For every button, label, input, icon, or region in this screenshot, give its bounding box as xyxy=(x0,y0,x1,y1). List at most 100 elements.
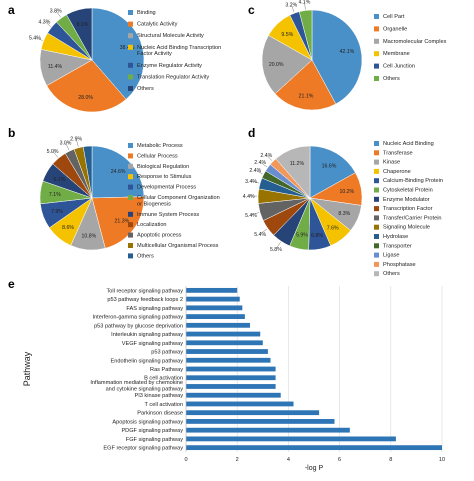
bar-endothelin-signaling-pathway xyxy=(186,358,270,363)
x-tick-label: 10 xyxy=(439,457,445,463)
legend-swatch-response-to-stimulus xyxy=(128,174,133,179)
legend-swatch-signaling-molecule xyxy=(374,225,379,230)
slice-value-label: 7.9% xyxy=(51,209,63,215)
bar-interleukin-signaling-pathway xyxy=(186,332,260,337)
category-label: FGF signaling pathway xyxy=(126,437,183,443)
slice-value-label: 5.4% xyxy=(29,36,41,42)
slice-value-label: 42.1% xyxy=(340,49,355,55)
pie-chart-molecular-function: 38.4%28.0%11.4%5.4%4.3%3.8%8.1% xyxy=(29,8,144,112)
slice-value-label: 8.6% xyxy=(62,225,74,231)
category-label: p53 pathway xyxy=(151,350,183,356)
bar-vegf-signaling-pathway xyxy=(186,340,263,345)
legend-swatch-biological-regulation xyxy=(128,164,133,169)
legend-label-immune-system-process: Immune System Process xyxy=(137,212,199,218)
legend-swatch-membrane xyxy=(374,51,379,56)
slice-value-label: 24.6% xyxy=(111,169,126,175)
legend-label-nucleic-acid-binding-transcription-factor-activity: Nucleic Acid Binding Transcription xyxy=(137,45,221,51)
bar-t-cell-activation xyxy=(186,402,294,407)
bar-toll-receptor-signaling-pathway xyxy=(186,288,237,293)
category-label: Toll receptor signaling pathway xyxy=(107,288,184,294)
legend-label-developmental-process: Developmental Process xyxy=(137,185,196,191)
category-label: p53 pathway by glucose deprivation xyxy=(94,323,183,329)
legend-label-binding: Binding xyxy=(137,10,156,16)
slice-value-label: 5.8% xyxy=(270,247,282,253)
legend-label-catalytic-activity: Catalytic Activity xyxy=(137,22,178,28)
legend-label-chaperone: Chaperone xyxy=(383,169,411,175)
legend-label-cell-junction: Cell Junction xyxy=(383,64,415,70)
slice-value-label: 9.5% xyxy=(281,32,293,38)
category-label: FAS signaling pathway xyxy=(126,306,183,312)
category-label: Inflammation mediated by chemokine xyxy=(90,380,183,386)
legend-label-others: Others xyxy=(383,271,400,277)
slice-value-label: 5.0% xyxy=(47,149,59,155)
legend-label-nucleic-acid-binding: Nucleic Acid Binding xyxy=(383,141,434,147)
slice-value-label: 8.1% xyxy=(77,22,89,28)
slice-value-label: 4.3% xyxy=(38,19,50,25)
legend-protein-class: Nucleic Acid BindingTransferaseKinaseCha… xyxy=(374,141,443,277)
bar-parkinson-disease xyxy=(186,410,319,415)
legend-swatch-structural-molecule-activity xyxy=(128,33,133,38)
panel-letter-d: d xyxy=(248,126,255,140)
legend-swatch-phosphatase xyxy=(374,262,379,267)
x-tick-label: 6 xyxy=(338,457,341,463)
slice-value-label: 5.4% xyxy=(254,232,266,238)
category-label: PI3 kinase pathway xyxy=(134,393,183,399)
legend-label-multicellular-organismal-process: Multicellular Organismal Process xyxy=(137,243,219,249)
legend-label-transcription-factor: Transcription Factor xyxy=(383,206,433,212)
pie-chart-protein-class: 16.6%10.2%8.3%7.6%6.8%5.9%5.8%5.4%5.4%4.… xyxy=(243,146,362,253)
legend-swatch-transfer-carrier-protein xyxy=(374,215,379,220)
legend-swatch-ligase xyxy=(374,253,379,258)
legend-swatch-enzyme-regulator-activity xyxy=(128,63,133,68)
panel-letter-b: b xyxy=(8,126,15,140)
bar-pi3-kinase-pathway xyxy=(186,393,281,398)
legend-swatch-nucleic-acid-binding xyxy=(374,141,379,146)
bar-p53-pathway-feedback-loops-2 xyxy=(186,297,240,302)
slice-value-label: 21.3% xyxy=(115,219,130,225)
legend-label-others: Others xyxy=(383,76,400,82)
legend-label-enzyme-regulator-activity: Enzyme Regulator Activity xyxy=(137,63,202,69)
legend-label-cellular-component-organization-or-biogenesis: or Biogenesis xyxy=(137,201,171,207)
legend-swatch-calcium-binding-protein xyxy=(374,178,379,183)
slice-value-label: 2.4% xyxy=(260,153,272,159)
panel-letter-c: c xyxy=(248,3,255,17)
category-label: Endothelin signaling pathway xyxy=(111,358,184,364)
legend-swatch-macromolecular-complex xyxy=(374,39,379,44)
legend-swatch-nucleic-acid-binding-transcription-factor-activity xyxy=(128,45,133,50)
bar-pdgf-signaling-pathway xyxy=(186,428,350,433)
slice-value-label: 6.8% xyxy=(311,233,323,239)
legend-swatch-translation-regulator-activity xyxy=(128,74,133,79)
legend-label-others: Others xyxy=(137,86,154,92)
category-label: Interleukin signaling pathway xyxy=(111,332,183,338)
bar-inflammation-mediated-by-chemokine-and-cytokine-signaling-pathway xyxy=(186,384,276,389)
slice-value-label: 7.6% xyxy=(327,226,339,232)
slice-value-label: 16.6% xyxy=(322,164,337,170)
legend-swatch-kinase xyxy=(374,160,379,165)
legend-swatch-apoptotic-process xyxy=(128,233,133,238)
legend-label-enzyme-modulator: Enzyme Modulator xyxy=(383,197,430,203)
legend-swatch-catalytic-activity xyxy=(128,22,133,27)
legend-swatch-cellular-process xyxy=(128,153,133,158)
legend-label-response-to-stimulus: Response to Stimulus xyxy=(137,174,192,180)
category-label: PDGF signaling pathway xyxy=(121,428,183,434)
legend-swatch-organelle xyxy=(374,26,379,31)
legend-label-transferase: Transferase xyxy=(383,150,413,156)
category-label: Parkinson disease xyxy=(137,411,183,417)
legend-label-signaling-molecule: Signaling Molecule xyxy=(383,225,430,231)
legend-swatch-developmental-process xyxy=(128,185,133,190)
legend-swatch-others xyxy=(128,253,133,258)
category-label: and cytokine signaling pathway xyxy=(106,386,184,392)
slice-value-label: 3.8% xyxy=(50,9,62,15)
slice-value-label: 7.1% xyxy=(49,192,61,198)
y-axis-title: Pathway xyxy=(22,351,32,386)
x-tick-label: 4 xyxy=(287,457,290,463)
legend-label-hydrolase: Hydrolase xyxy=(383,234,408,240)
bar-b-cell-activation xyxy=(186,375,276,380)
legend-label-ligase: Ligase xyxy=(383,253,399,259)
legend-label-calcium-binding-protein: Calcium-Binding Protein xyxy=(383,178,443,184)
legend-label-nucleic-acid-binding-transcription-factor-activity: Factor Activity xyxy=(137,51,172,57)
legend-swatch-transporter xyxy=(374,243,379,248)
